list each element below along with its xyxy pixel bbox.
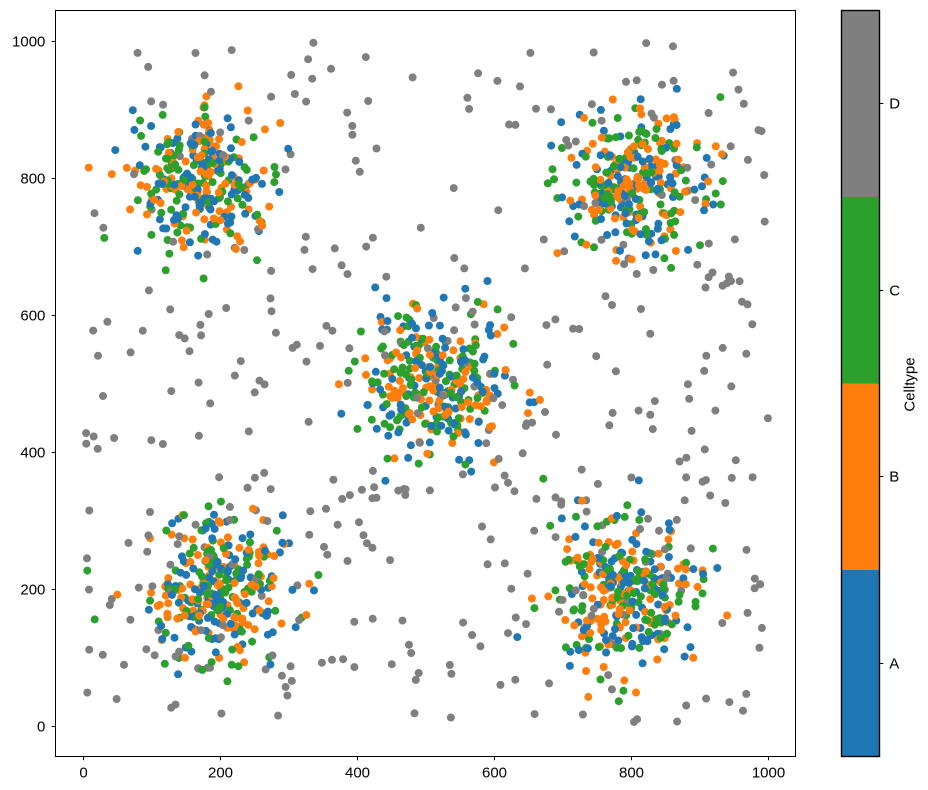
svg-text:800: 800 <box>619 764 644 781</box>
svg-text:1000: 1000 <box>12 34 45 51</box>
svg-text:600: 600 <box>20 308 45 325</box>
svg-text:800: 800 <box>20 171 45 188</box>
svg-text:400: 400 <box>20 445 45 462</box>
svg-text:B: B <box>889 469 899 486</box>
svg-text:A: A <box>889 656 899 673</box>
svg-text:600: 600 <box>482 764 507 781</box>
svg-text:400: 400 <box>345 764 370 781</box>
svg-text:200: 200 <box>20 582 45 599</box>
svg-text:D: D <box>889 96 900 113</box>
svg-text:1000: 1000 <box>752 764 785 781</box>
svg-text:0: 0 <box>79 764 87 781</box>
svg-text:0: 0 <box>37 719 45 736</box>
svg-text:C: C <box>889 283 900 300</box>
svg-text:Celltype: Celltype <box>902 357 919 411</box>
svg-text:200: 200 <box>208 764 233 781</box>
